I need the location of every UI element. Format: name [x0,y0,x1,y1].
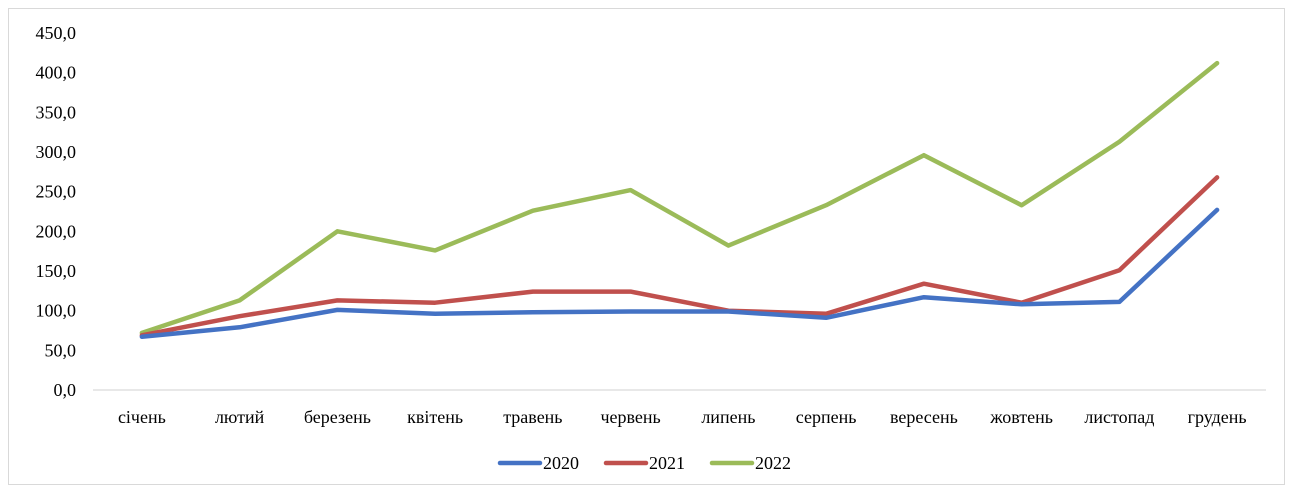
x-tick-label: липень [701,407,755,427]
legend-label-2021: 2021 [649,453,685,473]
y-tick-label: 300,0 [36,142,77,162]
legend-label-2022: 2022 [755,453,791,473]
y-tick-label: 250,0 [36,182,77,202]
x-tick-label: червень [600,407,660,427]
x-tick-label: травень [503,407,562,427]
y-tick-label: 400,0 [36,63,77,83]
y-tick-label: 150,0 [36,261,77,281]
y-tick-label: 50,0 [45,340,77,360]
y-tick-label: 0,0 [54,380,77,400]
y-tick-label: 200,0 [36,221,77,241]
x-tick-label: лютий [215,407,265,427]
x-tick-label: грудень [1188,407,1247,427]
x-tick-label: березень [304,407,371,427]
x-tick-label: вересень [890,407,958,427]
y-tick-label: 100,0 [36,301,77,321]
series-line-2021 [139,175,1220,338]
legend-label-2020: 2020 [543,453,579,473]
x-tick-label: січень [118,407,166,427]
x-tick-label: серпень [796,407,857,427]
x-axis-ticks: січень лютий березень квітень травень червень… [118,407,1247,427]
x-tick-label: листопад [1084,407,1154,427]
series-line-2022 [139,60,1220,336]
series-line-2020 [139,207,1220,340]
y-tick-label: 450,0 [36,23,77,43]
x-tick-label: квітень [407,407,463,427]
y-tick-label: 350,0 [36,102,77,122]
chart-border [8,8,1285,485]
legend: 2020 2021 2022 [497,453,791,473]
x-tick-label: жовтень [989,407,1053,427]
y-axis-ticks: 0,0 50,0 100,0 150,0 200,0 250,0 300,0 350,0 400… [36,23,77,400]
series-lines [139,60,1220,340]
